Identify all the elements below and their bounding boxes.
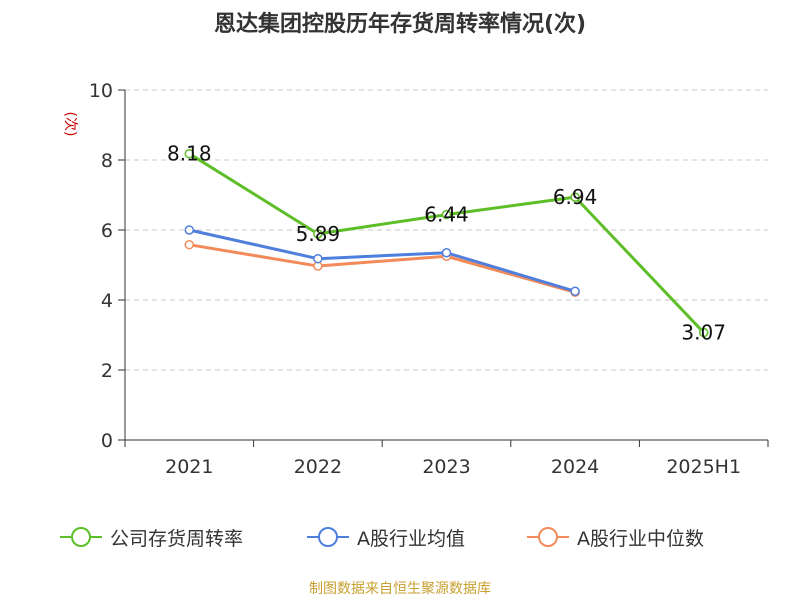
- y-tick-label: 2: [101, 360, 113, 382]
- series-line-0: [188, 152, 705, 334]
- source-note: 制图数据来自恒生聚源数据库: [309, 581, 491, 597]
- x-tick-label: 2024: [551, 456, 599, 478]
- y-axis-unit-label: (次): [62, 112, 78, 137]
- series-line-2: [189, 243, 576, 294]
- axes: 0 2 4 6 8 10 2021 2022 2023 2024 2025H1: [89, 80, 769, 478]
- x-tick-label: 2022: [294, 456, 342, 478]
- legend-marker-icon: [527, 527, 569, 547]
- legend-marker-circle: [538, 527, 558, 547]
- data-point: [184, 239, 195, 250]
- data-point: [441, 248, 452, 258]
- data-label: 5.89: [296, 222, 341, 246]
- legend: 公司存货周转率 A股行业均值 A股行业中位数: [0, 520, 800, 554]
- legend-label: 公司存货周转率: [110, 527, 244, 550]
- grid-lines: [125, 89, 768, 371]
- series-line-1: [188, 228, 576, 293]
- data-point: [184, 148, 195, 159]
- data-labels: 8.18 5.89 6.44 6.94 3.07: [167, 142, 726, 345]
- x-tick-label: 2023: [422, 456, 470, 478]
- y-tick-label: 8: [101, 150, 113, 172]
- x-tick-label: 2021: [165, 456, 213, 478]
- data-point: [184, 225, 195, 235]
- data-point: [698, 327, 709, 338]
- data-label: 6.94: [553, 185, 598, 209]
- data-label: 6.44: [424, 203, 469, 227]
- data-label: 3.07: [681, 321, 726, 345]
- data-point: [570, 286, 580, 296]
- data-point: [313, 229, 323, 239]
- legend-marker-circle: [318, 527, 338, 547]
- legend-marker-icon: [60, 527, 102, 547]
- chart-title: 恩达集团控股历年存货周转率情况(次): [213, 12, 587, 37]
- y-tick-label: 10: [89, 80, 113, 102]
- legend-item[interactable]: 公司存货周转率: [58, 520, 243, 554]
- data-point: [441, 209, 452, 220]
- legend-label: A股行业均值: [357, 527, 465, 550]
- y-tick-label: 4: [101, 290, 113, 312]
- data-point: [570, 192, 580, 202]
- legend-marker-icon: [307, 527, 349, 547]
- legend-item[interactable]: A股行业中位数: [525, 520, 704, 554]
- data-point: [313, 253, 323, 264]
- data-label: 8.18: [167, 142, 212, 166]
- series-lines: [184, 148, 709, 338]
- legend-marker-circle: [71, 527, 91, 547]
- x-tick-label: 2025H1: [666, 456, 741, 478]
- legend-label: A股行业中位数: [577, 527, 704, 550]
- legend-item[interactable]: A股行业均值: [305, 520, 465, 554]
- y-tick-label: 6: [101, 220, 113, 242]
- y-tick-label: 0: [101, 430, 113, 452]
